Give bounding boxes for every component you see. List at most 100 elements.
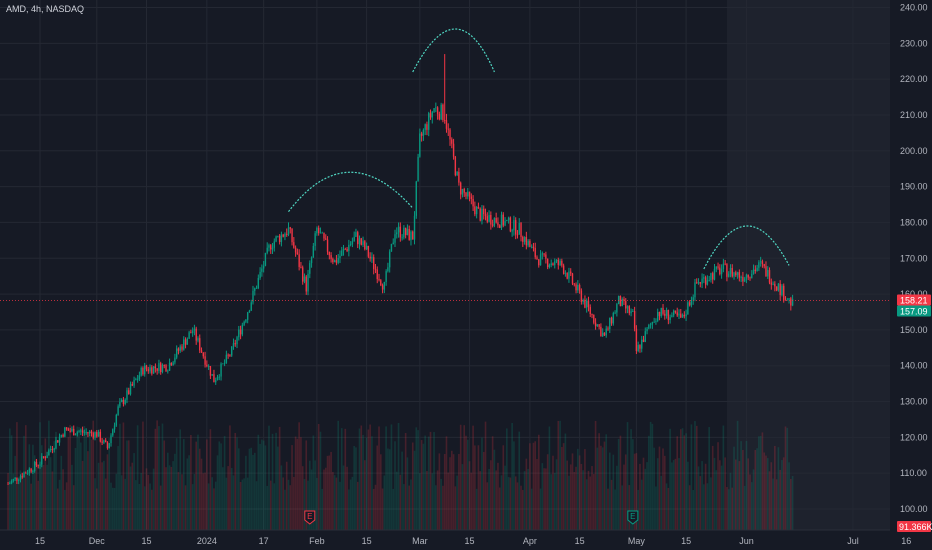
candle-body[interactable] — [67, 429, 70, 431]
candle-body[interactable] — [429, 113, 432, 118]
candle-body[interactable] — [483, 208, 485, 215]
candle-body[interactable] — [365, 245, 368, 250]
candle-body[interactable] — [550, 263, 552, 266]
candle-body[interactable] — [314, 233, 316, 246]
candle-body[interactable] — [562, 265, 565, 274]
candle-body[interactable] — [768, 270, 771, 283]
candle-body[interactable] — [252, 290, 254, 303]
candle-body[interactable] — [534, 247, 536, 258]
candle-body[interactable] — [90, 431, 93, 434]
candle-body[interactable] — [712, 273, 714, 280]
candle-body[interactable] — [160, 363, 162, 373]
candle-body[interactable] — [355, 232, 357, 237]
candle-body[interactable] — [257, 277, 260, 289]
earnings-marker[interactable] — [627, 510, 639, 525]
candle-body[interactable] — [294, 247, 297, 253]
candle-body[interactable] — [403, 227, 405, 238]
candle-body[interactable] — [149, 367, 151, 372]
candle-body[interactable] — [270, 245, 272, 250]
candle-body[interactable] — [140, 367, 142, 376]
candle-body[interactable] — [440, 104, 442, 120]
candle-body[interactable] — [353, 236, 355, 242]
candle-body[interactable] — [628, 306, 630, 314]
candle-body[interactable] — [527, 240, 529, 246]
candle-body[interactable] — [399, 226, 402, 238]
candle-body[interactable] — [632, 311, 634, 312]
candle-body[interactable] — [625, 300, 627, 309]
candle-body[interactable] — [571, 273, 574, 284]
candle-body[interactable] — [346, 249, 348, 251]
candle-body[interactable] — [392, 242, 394, 244]
candle-body[interactable] — [78, 431, 80, 433]
candle-body[interactable] — [641, 339, 643, 349]
candle-body[interactable] — [484, 214, 487, 217]
candle-body[interactable] — [777, 283, 780, 291]
candle-body[interactable] — [128, 390, 130, 395]
candle-body[interactable] — [594, 322, 597, 327]
candle-body[interactable] — [42, 456, 45, 458]
candle-body[interactable] — [53, 448, 55, 450]
candle-body[interactable] — [264, 252, 267, 266]
candle-body[interactable] — [108, 443, 110, 449]
candle-body[interactable] — [417, 156, 419, 182]
candle-body[interactable] — [275, 236, 277, 242]
candle-body[interactable] — [731, 267, 733, 277]
candle-body[interactable] — [412, 231, 414, 240]
candle-body[interactable] — [73, 428, 75, 436]
candle-body[interactable] — [692, 297, 694, 300]
candle-body[interactable] — [763, 264, 765, 267]
candle-body[interactable] — [37, 465, 39, 467]
candle-body[interactable] — [317, 227, 320, 233]
candle-body[interactable] — [206, 364, 208, 367]
candle-body[interactable] — [342, 248, 345, 251]
candle-body[interactable] — [743, 278, 746, 282]
candle-body[interactable] — [538, 259, 540, 266]
candle-body[interactable] — [696, 282, 698, 284]
candle-body[interactable] — [158, 363, 160, 371]
candle-body[interactable] — [406, 228, 409, 236]
candle-body[interactable] — [333, 260, 336, 263]
candle-body[interactable] — [16, 477, 18, 481]
candle-body[interactable] — [376, 269, 378, 280]
candle-body[interactable] — [183, 339, 185, 350]
candle-body[interactable] — [151, 367, 153, 374]
candle-body[interactable] — [341, 250, 343, 256]
candle-body[interactable] — [89, 431, 91, 434]
candle-body[interactable] — [451, 139, 453, 144]
candle-body[interactable] — [326, 239, 329, 252]
candle-body[interactable] — [761, 261, 764, 265]
candle-body[interactable] — [280, 234, 283, 243]
candle-body[interactable] — [662, 307, 664, 314]
candle-body[interactable] — [733, 272, 735, 277]
candle-body[interactable] — [568, 271, 570, 279]
candle-body[interactable] — [255, 288, 258, 289]
candle-body[interactable] — [344, 248, 346, 250]
candle-body[interactable] — [381, 285, 384, 290]
candle-body[interactable] — [759, 261, 762, 263]
candle-body[interactable] — [165, 365, 167, 372]
candle-body[interactable] — [83, 432, 86, 434]
candle-body[interactable] — [500, 214, 503, 228]
candle-body[interactable] — [564, 273, 567, 274]
candle-body[interactable] — [754, 269, 757, 271]
candle-body[interactable] — [191, 330, 194, 334]
candle-body[interactable] — [491, 224, 494, 226]
candle-body[interactable] — [791, 299, 794, 306]
candle-body[interactable] — [740, 277, 742, 278]
candle-body[interactable] — [99, 431, 102, 442]
candle-body[interactable] — [633, 311, 636, 329]
candle-body[interactable] — [770, 282, 772, 285]
arc-left-shoulder[interactable] — [288, 171, 414, 213]
candle-body[interactable] — [9, 483, 11, 485]
candle-body[interactable] — [266, 247, 268, 253]
candle-body[interactable] — [167, 370, 169, 372]
candle-body[interactable] — [701, 278, 703, 284]
candle-body[interactable] — [145, 365, 148, 370]
candle-body[interactable] — [135, 379, 137, 381]
candle-body[interactable] — [459, 182, 462, 195]
candle-body[interactable] — [388, 251, 391, 268]
candle-body[interactable] — [703, 277, 705, 279]
candle-body[interactable] — [586, 300, 588, 308]
candle-body[interactable] — [46, 455, 48, 459]
candle-body[interactable] — [289, 227, 291, 229]
